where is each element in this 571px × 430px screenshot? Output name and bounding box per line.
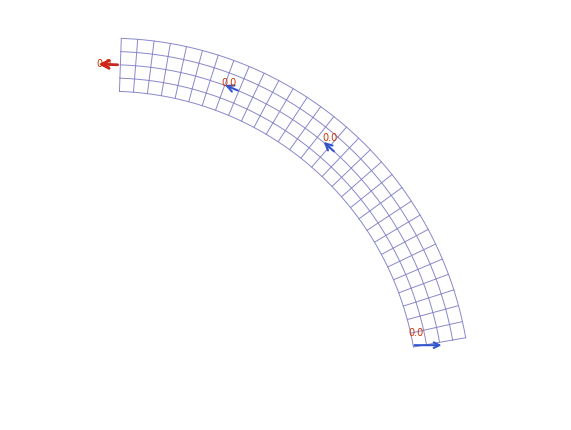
- Text: 0.0: 0.0: [96, 59, 112, 69]
- Text: 0.0: 0.0: [322, 133, 337, 143]
- Text: 0.0: 0.0: [222, 78, 237, 88]
- Text: 0.0: 0.0: [408, 328, 423, 338]
